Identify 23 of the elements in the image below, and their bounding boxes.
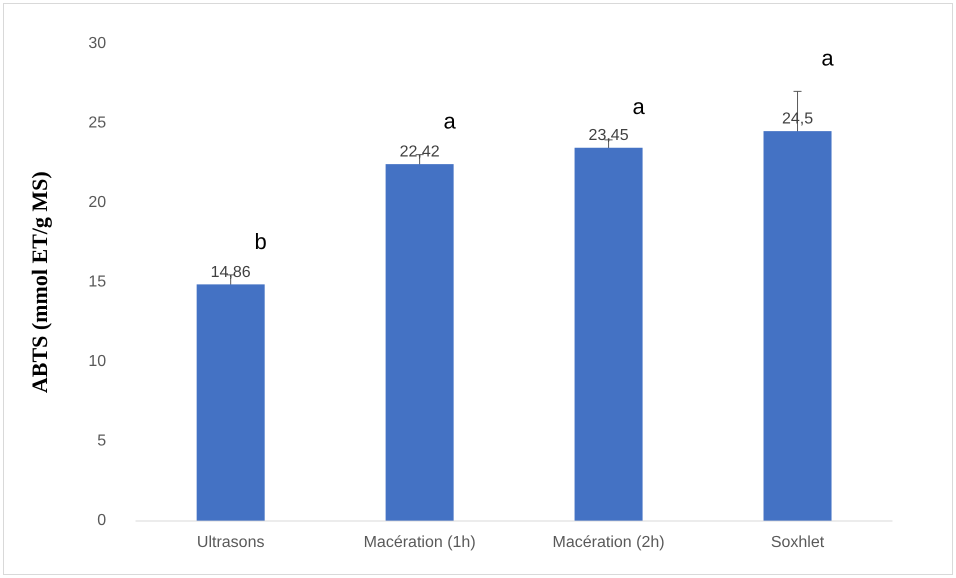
annotation: a bbox=[444, 108, 456, 134]
y-tick-label: 5 bbox=[97, 432, 106, 450]
y-tick-label: 25 bbox=[88, 114, 106, 132]
data-label: 14,86 bbox=[210, 264, 251, 281]
x-tick-label: Ultrasons bbox=[196, 534, 264, 551]
annotation: b bbox=[254, 228, 267, 254]
x-tick-label: Macération (1h) bbox=[364, 534, 476, 551]
x-tick-label: Soxhlet bbox=[770, 534, 825, 551]
x-tick-label: Macération (2h) bbox=[552, 534, 665, 551]
y-tick-label: 15 bbox=[88, 274, 106, 291]
bar bbox=[764, 131, 832, 521]
y-tick-label: 30 bbox=[88, 35, 106, 52]
bar bbox=[196, 284, 265, 521]
bar bbox=[386, 164, 454, 521]
bar bbox=[574, 148, 643, 521]
y-tick-label: 0 bbox=[97, 512, 106, 530]
y-tick-label: 20 bbox=[88, 194, 106, 212]
y-axis-title: ABTS (mmol ET/g MS) bbox=[26, 171, 52, 394]
annotation: a bbox=[632, 94, 646, 119]
data-label: 22,42 bbox=[400, 144, 440, 161]
annotation: a bbox=[821, 45, 834, 70]
y-tick-label: 10 bbox=[88, 353, 106, 370]
data-label: 23,45 bbox=[588, 127, 629, 144]
